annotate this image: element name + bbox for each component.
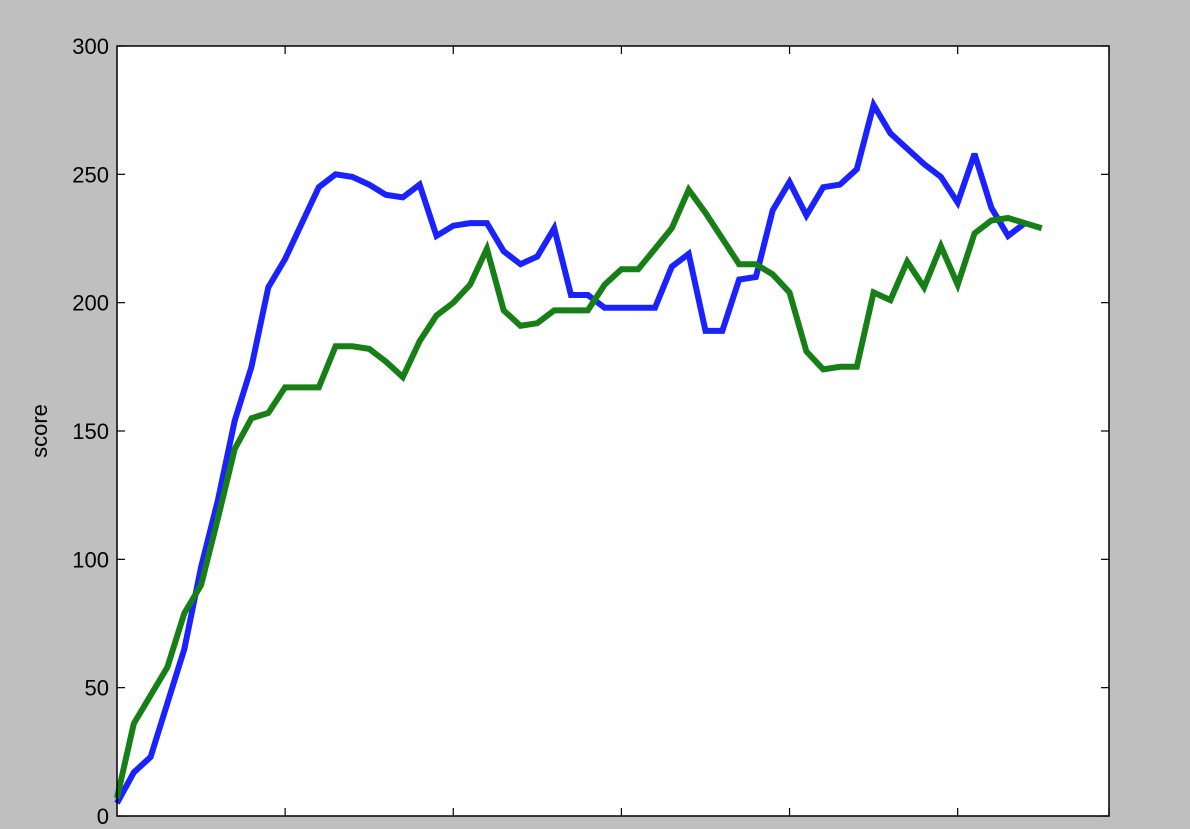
y-tick-label: 0 (97, 804, 109, 824)
series-line-2 (114, 183, 1043, 799)
y-tick-label: 250 (72, 162, 109, 187)
y-axis-label: score (27, 404, 52, 458)
series-layer (114, 97, 1043, 805)
y-tick-label: 150 (72, 419, 109, 444)
y-tick-label: 200 (72, 291, 109, 316)
ticks-layer: 0 50 100 150 200 250 300 (72, 34, 1110, 829)
y-tick-label: 300 (72, 34, 109, 59)
plot-area (117, 46, 1109, 816)
plot-frame (116, 45, 1110, 817)
y-tick-label: 100 (72, 547, 109, 572)
y-tick-label: 50 (85, 676, 109, 701)
series-line-1 (114, 97, 1027, 805)
